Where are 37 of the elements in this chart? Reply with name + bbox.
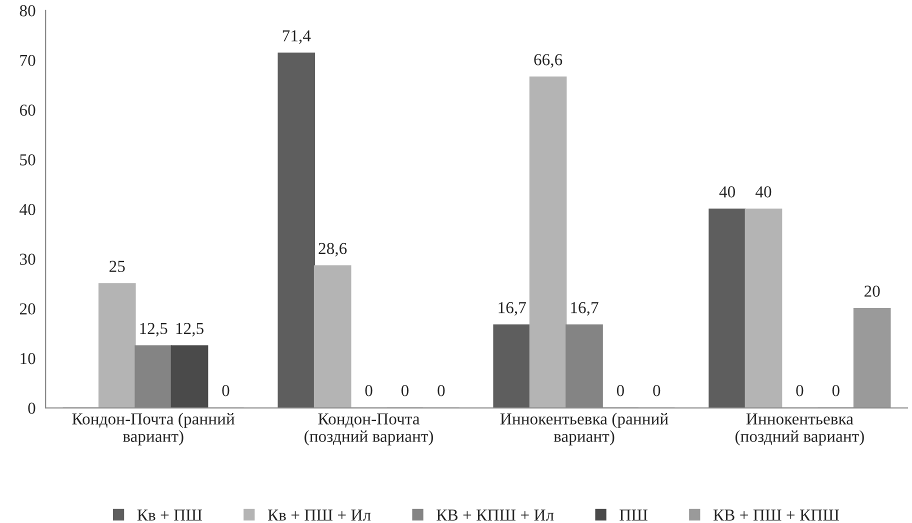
- y-tick-label: 70: [20, 54, 36, 66]
- data-label: 0: [796, 384, 804, 396]
- data-label: 20: [864, 286, 880, 297]
- x-tick-label: Иннокентьевка (ранний вариант): [500, 412, 668, 446]
- data-label: 0: [438, 384, 445, 396]
- legend-label: Кв + ПШ: [137, 510, 202, 521]
- y-tick-label: 50: [20, 154, 36, 166]
- data-label: 0: [653, 384, 660, 396]
- data-label: 71,4: [282, 30, 311, 44]
- data-label: 25: [110, 260, 125, 272]
- data-label: 16,7: [571, 302, 598, 316]
- data-label: 0: [832, 384, 840, 396]
- data-label: 40: [719, 186, 736, 198]
- data-label: 0: [365, 384, 372, 396]
- data-label: 0: [616, 384, 624, 396]
- data-label: 0: [401, 384, 409, 396]
- y-tick-label: 0: [28, 402, 36, 414]
- y-tick-label: 20: [20, 303, 36, 315]
- data-label: 0: [222, 384, 230, 396]
- y-tick-label: 80: [20, 5, 36, 16]
- data-label: 66,6: [534, 54, 562, 68]
- data-label: 12,5: [140, 322, 168, 337]
- x-tick-label: Иннокентьевка (поздний вариант): [735, 413, 864, 446]
- legend-label: КВ + ПШ + КПШ: [713, 510, 840, 521]
- data-label: 16,7: [498, 302, 526, 316]
- y-tick-label: 40: [20, 204, 36, 216]
- y-tick-label: 30: [20, 254, 36, 265]
- legend-label: Кв + ПШ + Ил: [268, 510, 371, 521]
- data-label: 28,6: [318, 242, 347, 257]
- data-label: 40: [756, 186, 772, 198]
- data-label: 12,5: [176, 322, 204, 337]
- legend-label: ПШ: [620, 510, 648, 521]
- x-tick-label: Кондон-Почта (ранний вариант): [72, 412, 235, 446]
- legend-label: КВ + КПШ + Ил: [436, 510, 554, 521]
- x-tick-label: Кондон-Почта (поздний вариант): [304, 413, 434, 446]
- y-tick-label: 10: [20, 352, 36, 364]
- y-tick-label: 60: [20, 104, 36, 116]
